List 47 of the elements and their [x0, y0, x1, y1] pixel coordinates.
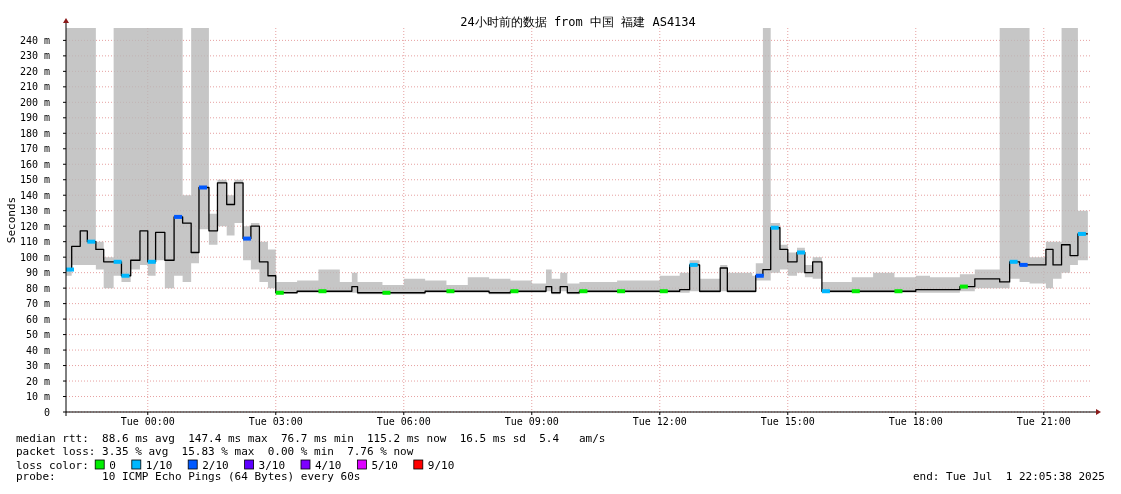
legend-label: 4/10	[315, 459, 342, 472]
y-tick-label: 230 m	[19, 50, 50, 62]
y-tick-label: 0	[43, 406, 50, 418]
y-tick-label: 170 m	[19, 143, 50, 155]
legend-label: 0	[109, 459, 116, 472]
text: median rtt: 88.6 ms avg 147.4 ms max 76.7 ms min 115.2 ms now 16.5 ms sd 5.4 am/s	[16, 432, 606, 445]
legend-label: 2/10	[202, 459, 229, 472]
y-tick-label: 190 m	[19, 112, 50, 124]
y-tick-label: 200 m	[19, 96, 50, 108]
y-tick-label: 100 m	[19, 251, 50, 263]
y-tick-label: 60 m	[25, 313, 50, 325]
legend-label: 5/10	[371, 459, 398, 472]
x-tick-label: Tue 12:00	[632, 416, 687, 427]
y-tick-label: 220 m	[19, 65, 50, 77]
y-axis-title: Seconds	[5, 196, 18, 244]
x-tick-label: Tue 03:00	[248, 416, 303, 427]
y-tick-label: 90 m	[25, 267, 50, 279]
x-tick-label: Tue 06:00	[376, 416, 431, 427]
y-tick-label: 10 m	[25, 391, 50, 403]
y-tick-label: 140 m	[19, 189, 50, 201]
x-tick-label: Tue 18:00	[888, 416, 943, 427]
y-tick-label: 120 m	[19, 220, 50, 232]
y-tick-label: 180 m	[19, 127, 50, 139]
y-tick-label: 150 m	[19, 174, 50, 186]
x-tick-label: Tue 09:00	[504, 416, 559, 427]
text: probe: 10 ICMP Echo Pings (64 Bytes) every 60s	[16, 469, 361, 483]
x-tick-label: Tue 15:00	[760, 416, 815, 427]
x-tick-label: Tue 00:00	[120, 416, 175, 427]
y-tick-label: 80 m	[25, 282, 50, 294]
y-tick-label: 110 m	[19, 236, 50, 248]
y-tick-label: 20 m	[25, 375, 50, 387]
y-tick-label: 50 m	[25, 329, 50, 341]
y-tick-label: 40 m	[25, 344, 50, 356]
y-tick-label: 130 m	[19, 205, 50, 217]
legend-label: 1/10	[145, 459, 173, 472]
legend-label: 3/10	[258, 459, 286, 472]
text: end: Tue Jul 1 22:05:38 2025	[912, 469, 1105, 483]
x-tick-label: Tue 21:00	[1016, 416, 1071, 427]
legend-title: loss color:	[16, 459, 89, 472]
y-tick-label: 210 m	[19, 81, 50, 93]
text: packet loss: 3.35 % avg 15.83 % max 0.00 % min 7.76 % now	[16, 444, 414, 458]
y-tick-label: 160 m	[19, 158, 50, 170]
legend-label: 9/10	[427, 459, 455, 472]
y-tick-label: 240 m	[19, 34, 50, 46]
y-tick-label: 30 m	[25, 360, 50, 372]
y-tick-label: 70 m	[25, 298, 50, 310]
chart-title: 24小时前的数据 from 中国 福建 AS4134	[460, 15, 696, 29]
